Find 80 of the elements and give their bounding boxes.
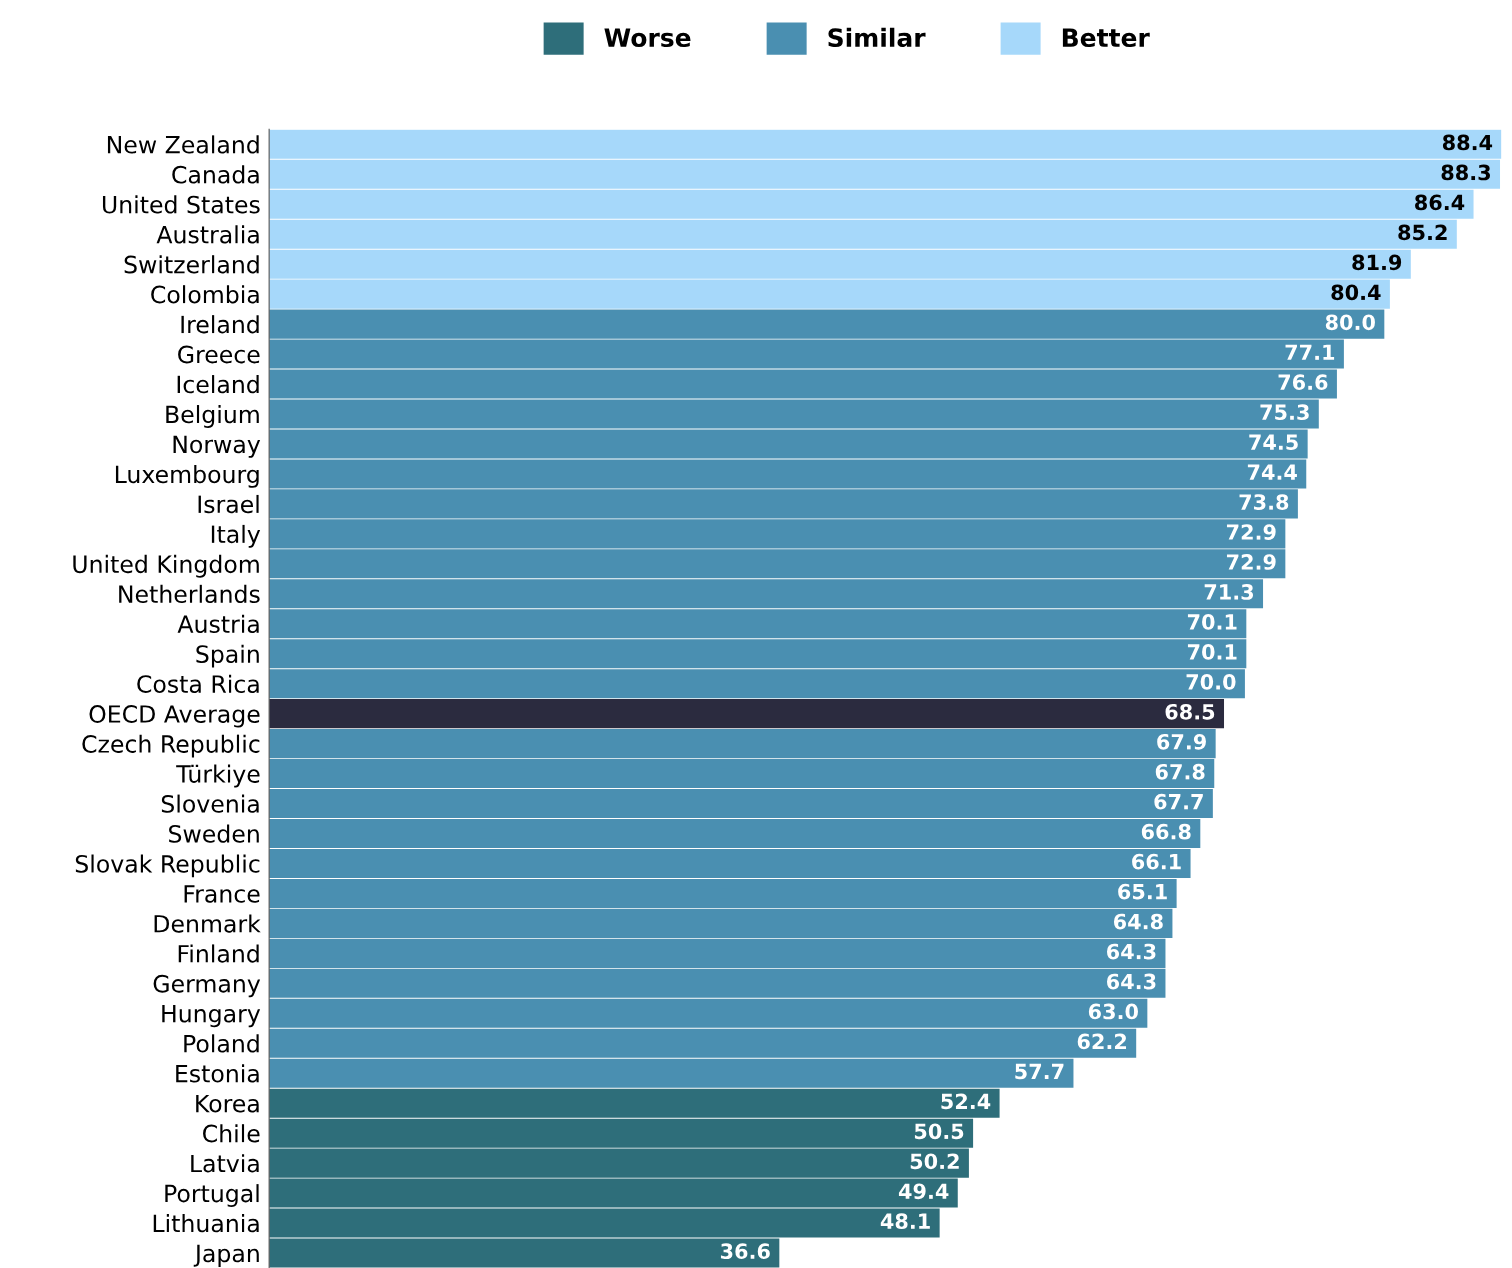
data-label: 80.0 [1325, 314, 1375, 331]
y-tick-label: Slovak Republic [75, 854, 260, 878]
y-tick-label: Slovenia [161, 794, 259, 813]
data-label: 64.8 [1113, 913, 1163, 930]
y-tick-label: Lithuania [153, 1214, 259, 1233]
data-label: 68.5 [1165, 703, 1215, 720]
y-tick-label: Estonia [176, 1064, 259, 1083]
data-label: 88.3 [1441, 164, 1490, 181]
y-tick-label: Netherlands [119, 584, 260, 604]
y-tick-label: Finland [178, 944, 259, 963]
data-label: 64.3 [1106, 973, 1156, 990]
data-label: 71.3 [1204, 584, 1254, 600]
y-tick-label: Austria [177, 614, 259, 634]
y-tick-label: Hungary [162, 1005, 261, 1028]
data-label: 72.9 [1226, 554, 1276, 570]
y-tick-label: Switzerland [124, 255, 259, 274]
y-tick-label: Greece [178, 345, 260, 364]
y-tick-label: Colombia [151, 285, 259, 304]
bar [269, 699, 1225, 729]
y-tick-label: OECD Average [89, 705, 260, 728]
y-tick-label: Iceland [177, 375, 259, 394]
data-label: 70.1 [1187, 614, 1237, 630]
data-label: 74.4 [1247, 464, 1297, 480]
data-label: 66.1 [1132, 853, 1181, 870]
data-label: 52.4 [941, 1093, 991, 1110]
y-tick-label: Latvia [191, 1154, 259, 1173]
y-tick-label: Germany [153, 974, 261, 998]
data-label: 48.1 [880, 1213, 930, 1230]
data-label: 50.2 [910, 1153, 959, 1170]
y-tick-label: United States [102, 195, 260, 214]
data-label: 36.6 [720, 1243, 770, 1260]
data-label: 50.5 [914, 1123, 964, 1140]
y-tick-label: Costa Rica [137, 674, 259, 693]
data-label: 88.4 [1442, 134, 1493, 151]
y-tick-label: Poland [184, 1034, 259, 1053]
y-tick-label: United Kingdom [73, 554, 259, 578]
data-label: 70.0 [1186, 673, 1236, 690]
data-label: 70.1 [1187, 644, 1237, 660]
data-label: 67.8 [1155, 763, 1205, 780]
y-tick-label: Sweden [169, 824, 259, 843]
data-label: 80.4 [1331, 284, 1381, 301]
y-tick-label: Portugal [165, 1184, 259, 1207]
y-tick-label: Chile [203, 1124, 260, 1143]
data-label: 65.1 [1118, 883, 1167, 900]
legend-label: Better [1062, 28, 1150, 48]
y-tick-label: Italy [211, 524, 261, 548]
data-label: 76.6 [1278, 374, 1328, 391]
y-tick-label: France [184, 885, 260, 903]
y-tick-label: Türkiye [176, 764, 260, 788]
y-tick-label: Japan [193, 1244, 259, 1267]
y-tick-label: Korea [196, 1094, 259, 1113]
data-label: 66.8 [1141, 823, 1191, 840]
y-tick-label: Spain [196, 644, 259, 668]
y-tick-label: Belgium [166, 405, 259, 428]
data-label: 74.5 [1249, 434, 1298, 451]
data-label: 85.2 [1398, 224, 1447, 241]
data-label: 63.0 [1088, 1003, 1138, 1020]
legend-label: Similar [828, 27, 926, 48]
data-label: 77.1 [1285, 344, 1335, 360]
data-label: 67.9 [1157, 733, 1206, 750]
data-label: 57.7 [1015, 1063, 1064, 1080]
y-tick-label: New Zealand [107, 135, 259, 154]
data-label: 81.9 [1352, 254, 1402, 271]
data-label: 64.3 [1106, 943, 1156, 960]
data-label: 67.7 [1154, 793, 1203, 810]
y-tick-label: Australia [156, 225, 259, 244]
y-tick-label: Czech Republic [82, 734, 260, 758]
data-label: 62.2 [1077, 1033, 1127, 1050]
y-tick-label: Norway [173, 435, 261, 458]
data-label: 86.4 [1415, 194, 1465, 211]
y-tick-label: Denmark [154, 914, 261, 933]
y-tick-label: Israel [198, 494, 259, 514]
data-label: 73.8 [1239, 494, 1289, 510]
y-tick-label: Canada [172, 165, 259, 184]
y-tick-label: Luxembourg [115, 464, 259, 488]
y-tick-label: Ireland [181, 315, 259, 334]
data-label: 49.4 [898, 1183, 949, 1200]
legend-label: Worse [604, 28, 691, 48]
data-label: 75.3 [1260, 404, 1309, 421]
data-label: 72.9 [1226, 524, 1276, 540]
